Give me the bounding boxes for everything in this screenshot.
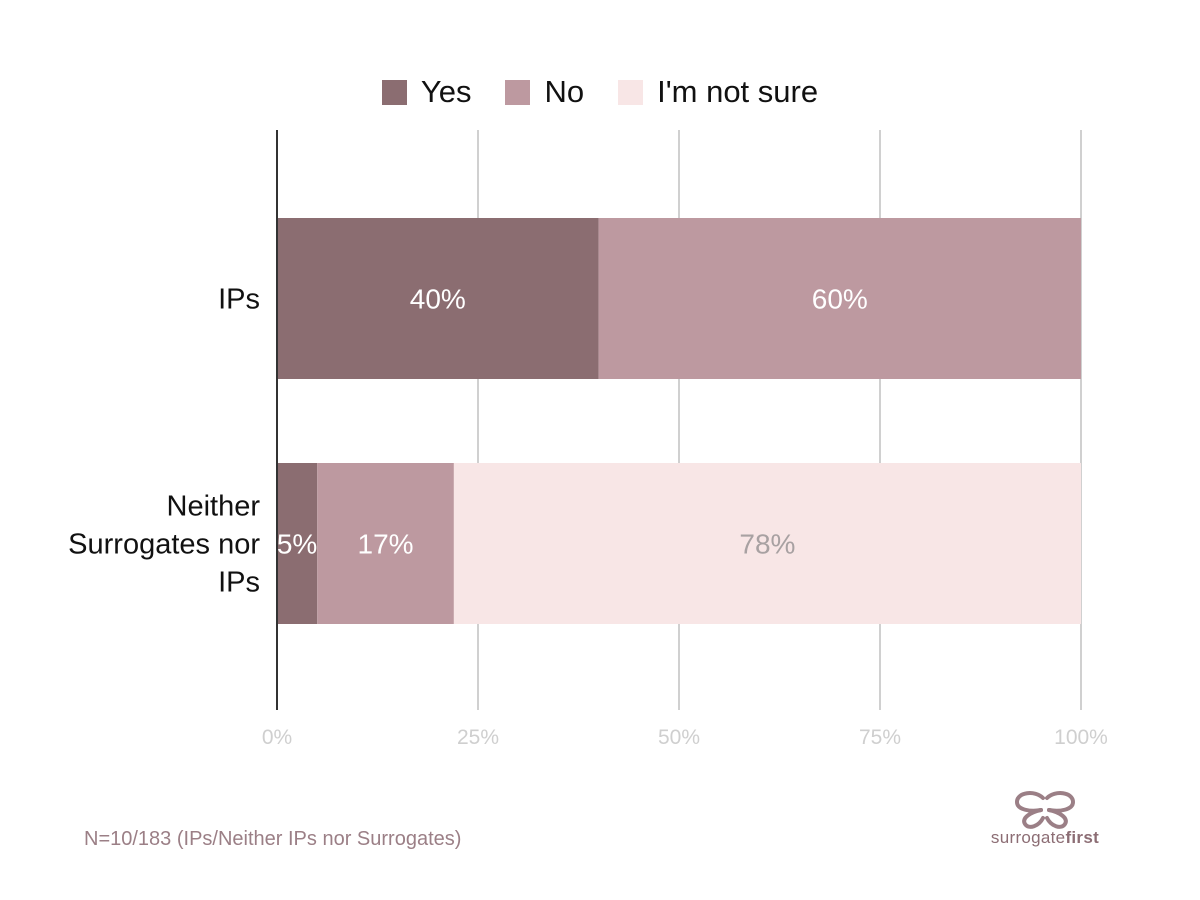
legend-swatch-no xyxy=(505,79,531,105)
bar-segments xyxy=(277,218,1081,624)
brand-wordmark: surrogatefirst xyxy=(975,828,1115,848)
x-tick-label-25: 25% xyxy=(457,726,499,749)
legend-label-yes: Yes xyxy=(420,74,472,109)
legend-item-no: No xyxy=(505,70,584,114)
data-labels: 40% 60% 5% 17% 78% xyxy=(277,284,868,560)
category-label-0-line-0: IPs xyxy=(218,284,260,316)
data-label-i-m-not-sure-1: 78% xyxy=(739,529,795,560)
data-label-no-1: 17% xyxy=(358,529,414,560)
category-label-1-line-1: Surrogates nor xyxy=(68,529,260,561)
brand-wordmark-suffix: first xyxy=(1065,828,1100,847)
category-label-1-line-0: Neither xyxy=(167,491,261,523)
sample-size-footnote: N=10/183 (IPs/Neither IPs nor Surrogates… xyxy=(84,828,462,850)
legend-swatch-not-sure xyxy=(618,79,644,105)
legend-label-not-sure: I'm not sure xyxy=(657,74,819,109)
legend-label-no: No xyxy=(544,74,585,109)
x-tick-labels: 0% 25% 50% 75% 100% xyxy=(262,726,1108,749)
data-label-yes-1: 5% xyxy=(277,529,317,560)
legend-item-not-sure: I'm not sure xyxy=(618,70,818,114)
x-tick-label-100: 100% xyxy=(1054,726,1108,749)
legend-swatch-yes xyxy=(381,79,407,105)
data-label-yes-0: 40% xyxy=(410,284,466,315)
x-tick-label-0: 0% xyxy=(262,726,292,749)
legend-item-yes: Yes xyxy=(381,70,472,114)
butterfly-logo-icon xyxy=(1014,791,1076,829)
chart-legend: Yes No I'm not sure xyxy=(0,70,1200,114)
bar-segment-yes-1 xyxy=(277,463,318,624)
data-label-no-0: 60% xyxy=(812,284,868,315)
bar-segment-yes-0 xyxy=(277,218,599,379)
bar-segment-no-0 xyxy=(598,218,1081,379)
x-tick-label-75: 75% xyxy=(859,726,901,749)
bar-segment-no-1 xyxy=(317,463,454,624)
category-labels: IPs Neither Surrogates nor IPs xyxy=(68,284,260,599)
brand-wordmark-prefix: surrogate xyxy=(990,828,1066,847)
x-tick-label-50: 50% xyxy=(658,726,700,749)
brand-logo: surrogatefirst xyxy=(975,790,1115,852)
bar-segment-i-m-not-sure-1 xyxy=(453,463,1081,624)
category-label-1-line-2: IPs xyxy=(218,567,260,599)
